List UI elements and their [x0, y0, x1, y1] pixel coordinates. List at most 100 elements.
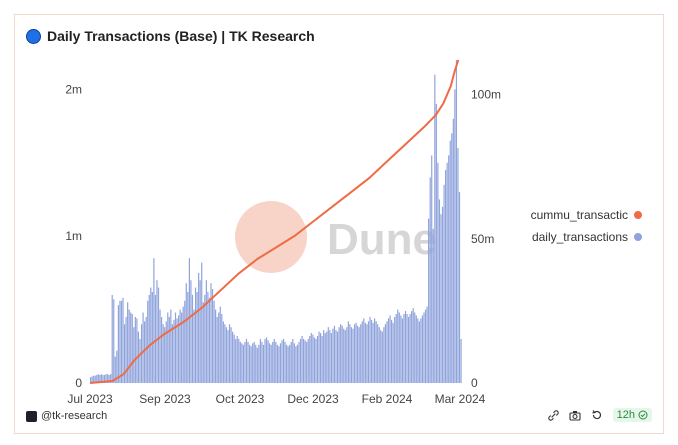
bar	[411, 311, 413, 383]
bar	[119, 300, 121, 383]
left-tick-label: 1m	[65, 229, 82, 243]
bar	[170, 309, 172, 383]
bar	[332, 328, 334, 383]
bar	[264, 338, 266, 383]
bar	[417, 318, 419, 383]
bar	[401, 318, 403, 383]
bar	[202, 302, 204, 383]
bar	[383, 327, 385, 383]
bar	[269, 343, 271, 383]
refresh-icon[interactable]	[591, 409, 604, 422]
bar	[372, 322, 374, 383]
bar	[99, 374, 101, 384]
camera-icon[interactable]	[569, 409, 582, 422]
circle-logo-icon	[26, 28, 41, 44]
bar	[279, 343, 282, 383]
bar	[420, 318, 422, 383]
bar	[404, 311, 407, 383]
bar	[284, 341, 286, 383]
bar	[458, 192, 461, 383]
bar	[350, 327, 353, 383]
bar	[355, 322, 357, 383]
check-circle-icon	[638, 410, 648, 420]
bar	[324, 333, 326, 383]
bar	[341, 325, 343, 383]
bar	[256, 347, 258, 383]
bar	[210, 283, 212, 383]
bar	[188, 258, 190, 383]
bar	[421, 315, 424, 383]
bar	[407, 316, 410, 383]
bar	[238, 338, 240, 383]
bar	[242, 344, 244, 383]
link-icon[interactable]	[547, 409, 560, 422]
bar	[151, 291, 153, 383]
bar	[292, 338, 294, 383]
bar	[312, 334, 314, 383]
bar	[455, 60, 458, 383]
bar	[437, 162, 439, 383]
bar	[327, 327, 329, 383]
bar	[110, 374, 112, 383]
bar	[94, 375, 96, 383]
bar	[445, 170, 447, 383]
bar	[400, 315, 402, 383]
bar	[278, 346, 280, 383]
bar	[114, 356, 116, 383]
bar	[377, 324, 379, 383]
bar	[148, 294, 150, 383]
bar	[460, 338, 462, 383]
bar	[353, 324, 356, 383]
bar	[446, 162, 448, 383]
bar	[316, 336, 319, 383]
bar	[357, 325, 359, 383]
bar	[90, 377, 92, 383]
bar	[171, 324, 173, 383]
bar	[173, 319, 175, 383]
bar	[448, 155, 450, 383]
bar	[233, 334, 235, 383]
bar	[347, 321, 349, 383]
bar	[441, 206, 444, 383]
bar	[429, 177, 431, 383]
bar	[150, 287, 152, 383]
bar	[93, 375, 95, 383]
bar	[190, 280, 192, 383]
bar	[113, 299, 115, 383]
bar	[122, 297, 124, 383]
bar	[394, 316, 396, 383]
bar	[384, 324, 387, 383]
bar	[352, 328, 354, 383]
bar	[236, 336, 238, 383]
bar	[255, 344, 257, 383]
x-tick-label: Feb 2024	[362, 392, 413, 406]
bar	[306, 341, 308, 383]
bar	[168, 316, 170, 383]
bar	[131, 314, 133, 383]
dune-watermark: Dune	[235, 201, 437, 273]
bar	[344, 330, 346, 383]
bar	[323, 330, 325, 383]
bar	[275, 341, 277, 383]
x-tick-label: Dec 2023	[287, 392, 339, 406]
bar	[164, 327, 166, 383]
bar	[136, 318, 138, 383]
bar	[187, 291, 189, 383]
bar	[253, 341, 255, 383]
bar	[213, 300, 215, 383]
refresh-status-badge[interactable]: 12h	[612, 408, 652, 422]
bar	[142, 312, 144, 383]
bar	[366, 324, 368, 383]
bar	[227, 330, 229, 383]
bar	[370, 319, 373, 383]
bar	[219, 306, 221, 383]
bar	[452, 118, 454, 383]
bar	[244, 341, 246, 383]
legend-label: daily_transactions	[532, 230, 628, 244]
author-credit[interactable]: @tk-research	[26, 410, 107, 422]
bar	[179, 309, 181, 383]
bar	[218, 312, 220, 383]
bar	[267, 340, 269, 383]
bar	[125, 316, 127, 383]
